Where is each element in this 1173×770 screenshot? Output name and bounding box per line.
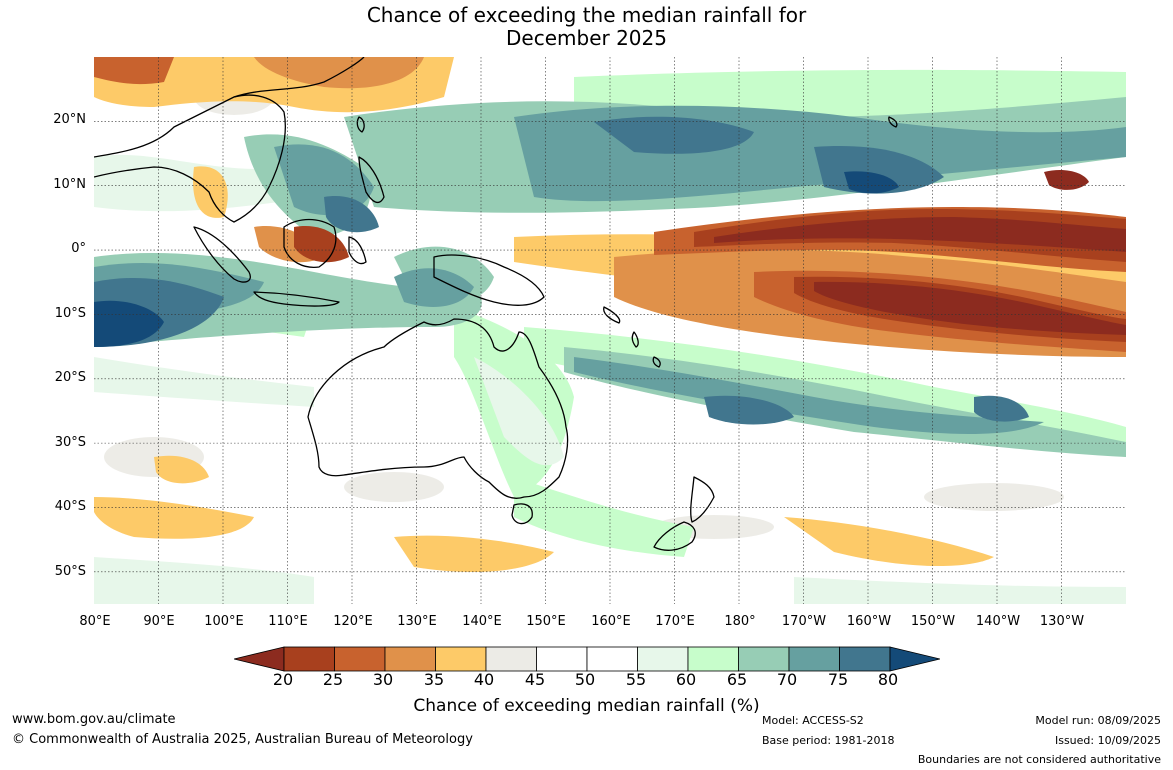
- taiwan-outline: [356, 116, 365, 133]
- lon-label-130e: 130°E: [397, 614, 437, 629]
- legend-tick: 50: [574, 670, 596, 689]
- new-guinea-outline: [433, 254, 545, 306]
- lon-label-170e: 170°E: [655, 614, 695, 629]
- legend-tick: 20: [272, 670, 294, 689]
- footer-model-run: Model run: 08/09/2025: [1035, 714, 1161, 727]
- sulawesi-outline: [348, 236, 367, 265]
- footer-issued: Issued: 10/09/2025: [1054, 734, 1161, 747]
- coastlines: [94, 57, 898, 551]
- footer-url[interactable]: www.bom.gov.au/climate: [12, 712, 176, 727]
- lon-label-130w: 130°W: [1039, 614, 1085, 629]
- graticule: [94, 57, 1126, 604]
- very-dry-brown-areas: [94, 57, 1126, 352]
- legend-swatch: [485, 646, 537, 672]
- lon-label-170w: 170°W: [781, 614, 827, 629]
- southeast-asia-outline: [94, 94, 286, 223]
- legend-tick: 55: [625, 670, 647, 689]
- lat-label-50s: 50°S: [54, 564, 86, 579]
- legend-tick: 40: [473, 670, 495, 689]
- philippines-outline: [358, 156, 385, 204]
- map-title-line-1: Chance of exceeding the median rainfall …: [366, 3, 807, 27]
- legend-tick: 80: [877, 670, 899, 689]
- legend-extend-high: [889, 646, 941, 672]
- lon-label-180: 180°: [724, 614, 756, 629]
- lon-label-150e: 150°E: [526, 614, 566, 629]
- new-zealand-south-outline: [653, 521, 696, 551]
- fiji-outline: [652, 356, 661, 368]
- australia-outline: [307, 318, 569, 499]
- legend-label: Chance of exceeding median rainfall (%): [413, 696, 760, 716]
- legend-swatch: [435, 646, 487, 672]
- sumatra-outline: [193, 226, 251, 283]
- lon-label-100e: 100°E: [204, 614, 244, 629]
- lat-label-40s: 40°S: [54, 499, 86, 514]
- legend-tick: 45: [524, 670, 546, 689]
- borneo-outline: [283, 218, 337, 268]
- legend-tick: 75: [827, 670, 849, 689]
- footer-model: Model: ACCESS-S2: [762, 714, 864, 727]
- lon-label-160e: 160°E: [591, 614, 631, 629]
- new-zealand-north-outline: [690, 476, 715, 523]
- lon-label-110e: 110°E: [268, 614, 308, 629]
- map-title-line-2: December 2025: [506, 26, 667, 50]
- legend-swatch: [687, 646, 739, 672]
- legend-extend-low: [233, 646, 285, 672]
- lat-label-0: 0°: [71, 241, 86, 256]
- legend-swatch: [384, 646, 436, 672]
- east-asia-outline: [233, 57, 365, 98]
- lon-label-140e: 140°E: [462, 614, 502, 629]
- lon-label-90e: 90°E: [143, 614, 175, 629]
- legend-swatch: [839, 646, 891, 672]
- legend-swatch: [334, 646, 386, 672]
- legend-swatch: [738, 646, 790, 672]
- legend-tick: 35: [423, 670, 445, 689]
- tasmania-outline: [511, 503, 533, 525]
- lat-label-10s: 10°S: [54, 306, 86, 321]
- legend-swatch: [637, 646, 689, 672]
- lon-label-80e: 80°E: [79, 614, 111, 629]
- new-caledonia-outline: [603, 306, 621, 324]
- lat-label-30s: 30°S: [54, 435, 86, 450]
- legend-swatch: [283, 646, 335, 672]
- lon-label-160w: 160°W: [846, 614, 892, 629]
- legend-swatch: [788, 646, 840, 672]
- lon-label-150w: 150°W: [910, 614, 956, 629]
- hawaii-outline: [888, 116, 898, 128]
- lat-label-10n: 10°N: [53, 177, 86, 192]
- lon-label-120e: 120°E: [333, 614, 373, 629]
- footer-disclaimer: Boundaries are not considered authoritat…: [917, 753, 1161, 766]
- legend-tick: 25: [322, 670, 344, 689]
- wet-dark-blue-areas: [94, 116, 1029, 425]
- vanuatu-outline: [631, 331, 639, 348]
- lon-label-140w: 140°W: [975, 614, 1021, 629]
- legend-colorbar: [233, 646, 941, 676]
- legend-swatch: [586, 646, 638, 672]
- legend-swatch: [536, 646, 588, 672]
- legend-tick: 60: [675, 670, 697, 689]
- lat-label-20n: 20°N: [53, 112, 86, 127]
- lat-label-20s: 20°S: [54, 370, 86, 385]
- rainfall-probability-map: [94, 57, 1126, 604]
- footer-copyright: © Commonwealth of Australia 2025, Austra…: [12, 732, 473, 747]
- legend-tick: 70: [776, 670, 798, 689]
- legend-tick: 65: [726, 670, 748, 689]
- map-title: Chance of exceeding the median rainfall …: [0, 4, 1173, 50]
- java-outline: [253, 291, 340, 307]
- footer-base-period: Base period: 1981-2018: [762, 734, 895, 747]
- legend-tick: 30: [372, 670, 394, 689]
